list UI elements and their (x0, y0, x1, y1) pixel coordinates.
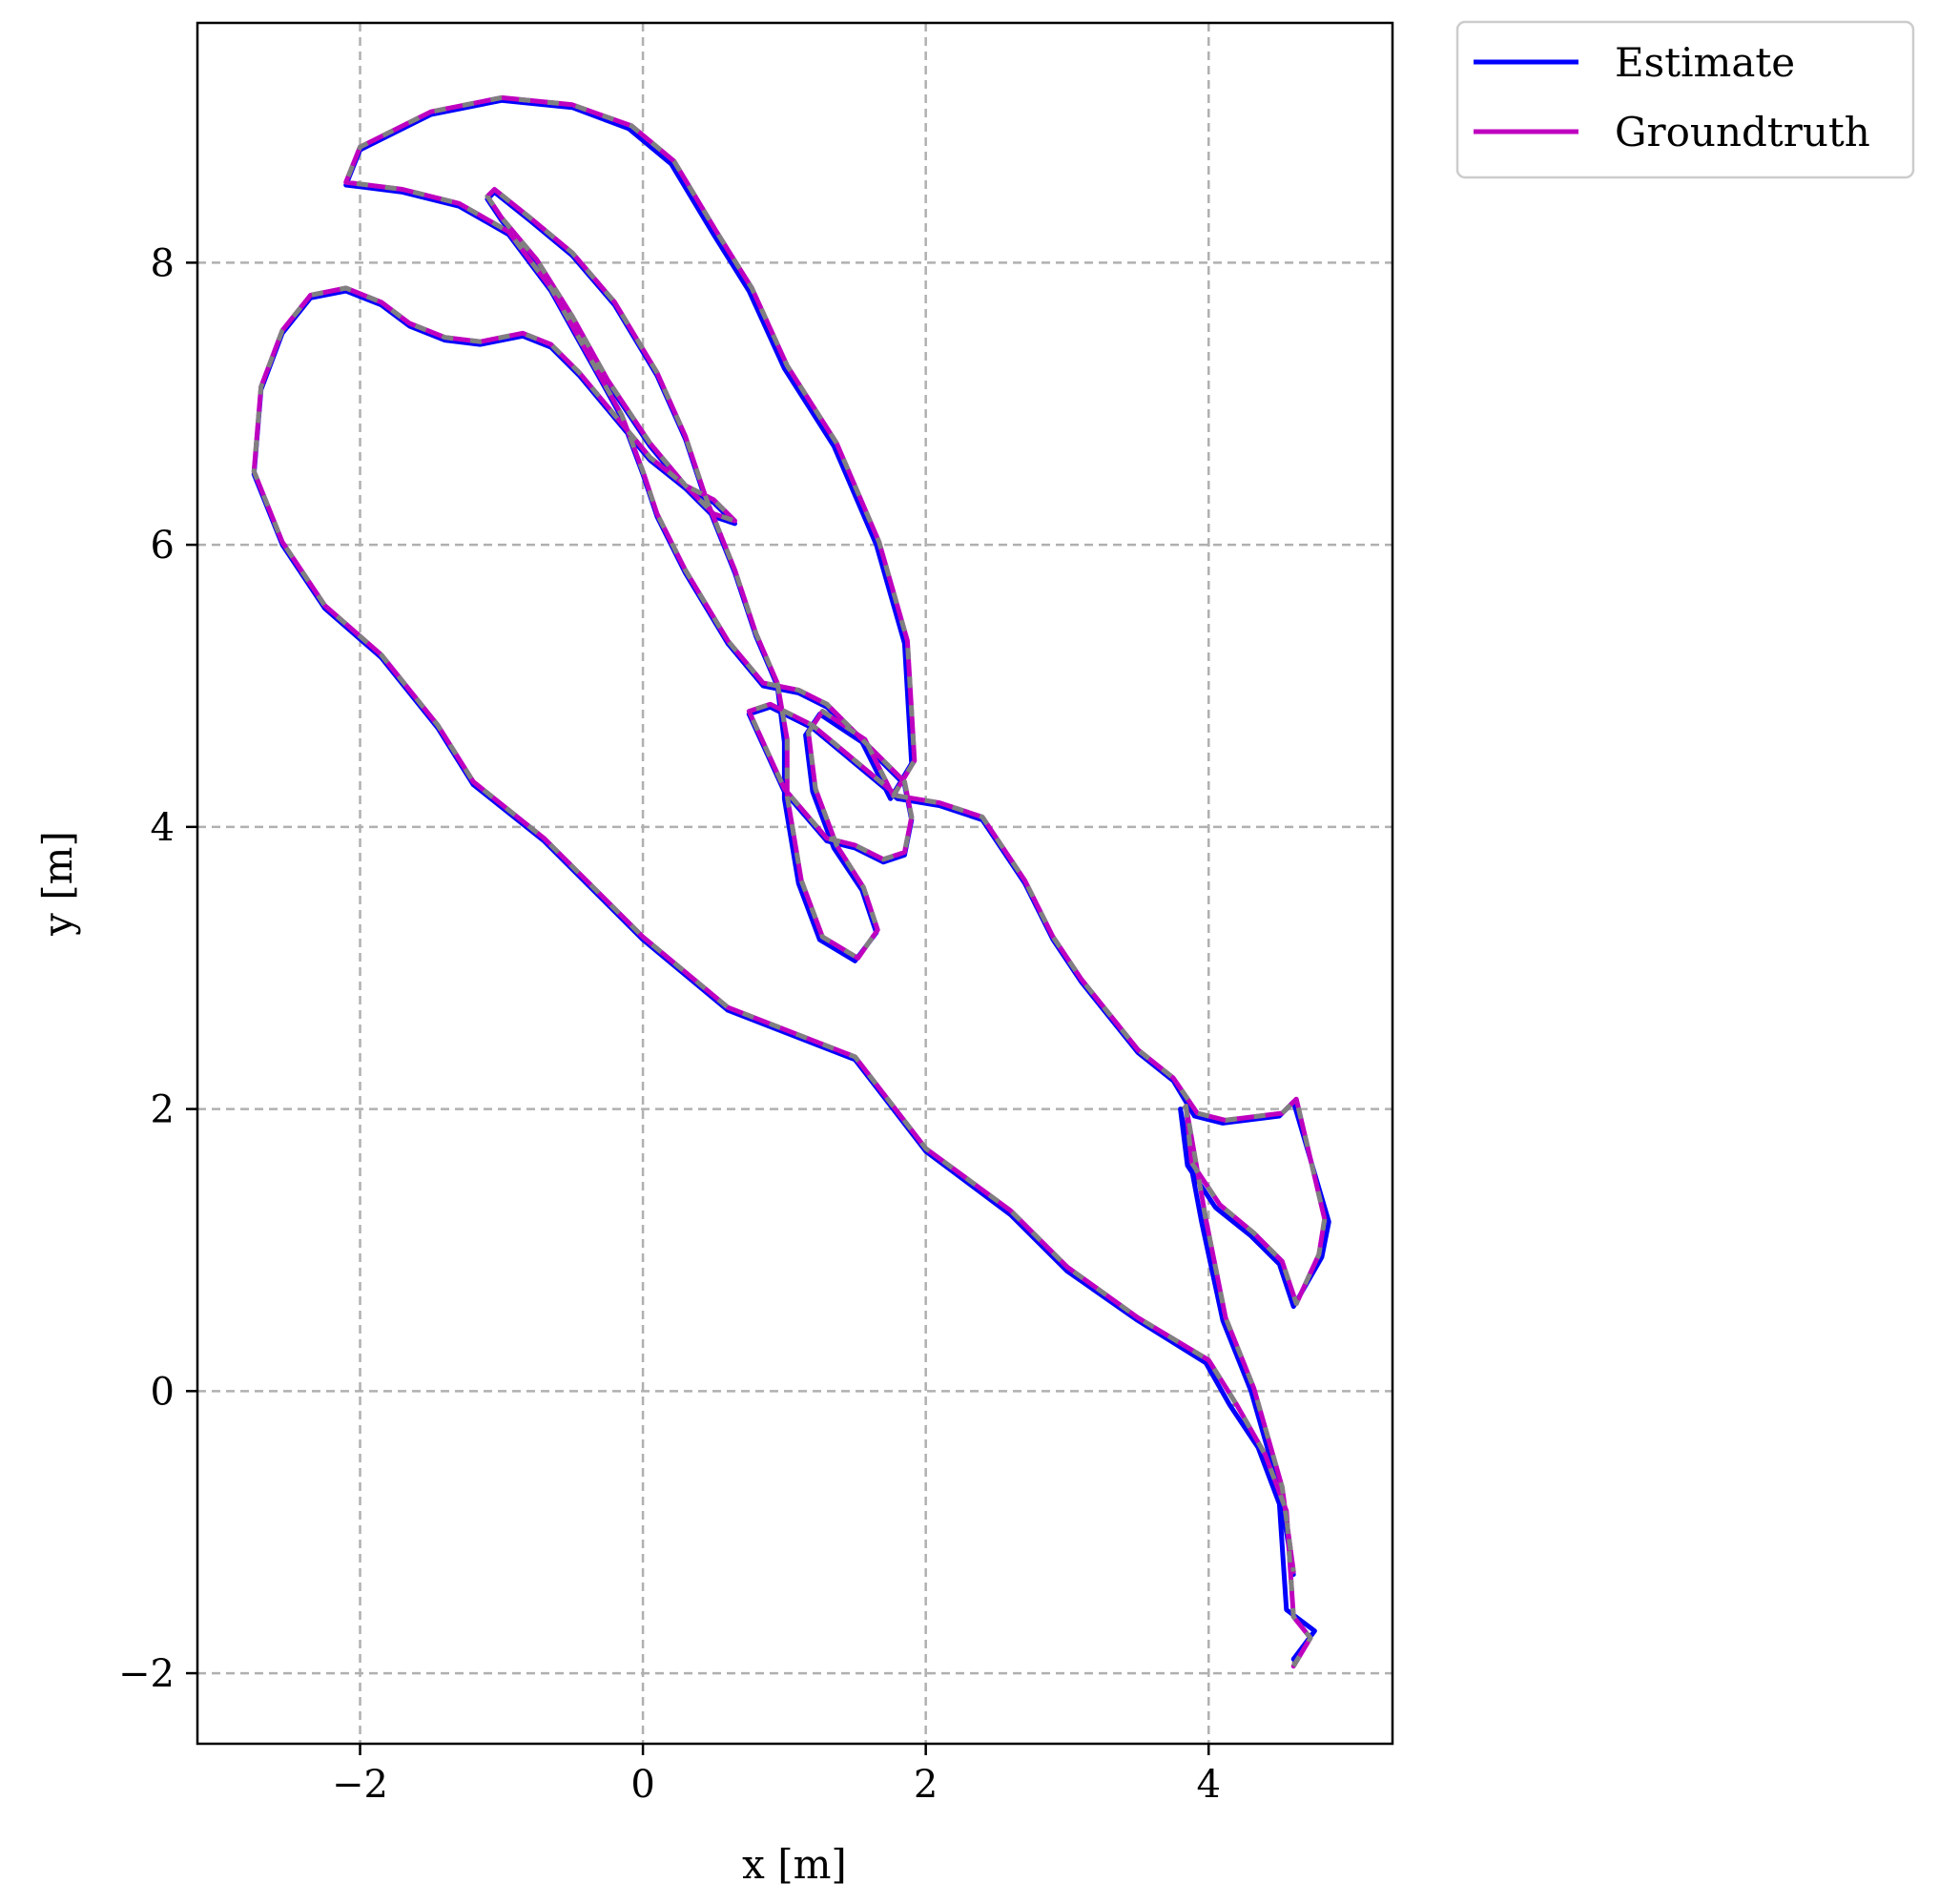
legend: Estimate Groundtruth (1455, 20, 1915, 179)
x-tick-label: −2 (332, 1763, 388, 1807)
legend-label-estimate: Estimate (1615, 39, 1795, 86)
series-line-correspondence (251, 94, 1328, 1667)
x-tick-label: 0 (630, 1763, 654, 1807)
x-axis-label: x [m] (742, 1841, 847, 1888)
y-ticks: −2 0 2 4 6 8 (118, 241, 197, 1696)
plot-frame (196, 21, 1394, 1746)
y-tick-label: 8 (151, 241, 175, 285)
plot-area: −2 0 2 4 −2 0 2 4 6 8 (118, 21, 1394, 1807)
y-axis-label: y [m] (34, 831, 81, 937)
y-tick-label: 4 (151, 806, 175, 850)
legend-label-groundtruth: Groundtruth (1615, 109, 1870, 155)
x-ticks: −2 0 2 4 (332, 1744, 1221, 1807)
y-tick-label: 0 (151, 1370, 175, 1414)
plot-background (197, 23, 1392, 1744)
series-lines (251, 94, 1331, 1669)
grid-lines (197, 23, 1392, 1744)
x-tick-label: 2 (914, 1763, 938, 1807)
y-tick-label: 6 (151, 524, 175, 568)
y-tick-label: −2 (118, 1652, 175, 1696)
x-tick-label: 4 (1197, 1763, 1221, 1807)
y-tick-label: 2 (151, 1088, 175, 1132)
